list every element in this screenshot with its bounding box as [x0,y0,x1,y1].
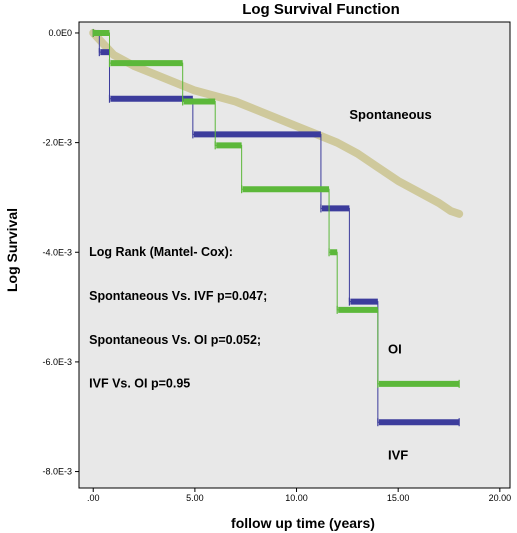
series-label-ivf: IVF [388,447,408,462]
log-rank-annotation: Spontaneous Vs. OI p=0.052; [89,333,261,347]
chart-title: Log Survival Function [242,1,400,18]
series-spontaneous-line [89,28,464,218]
x-axis: .00 5.00 10.00 15.00 20.00 [87,488,511,503]
y-tick-label: 0.0E0 [48,28,72,38]
y-tick-label: -2.0E-3 [42,138,72,148]
x-tick-label: 10.00 [285,493,308,503]
label-layer: Spontaneous OI IVF Log Rank (Mantel- Cox): S… [89,107,432,462]
y-axis: 0.0E0 -2.0E-3 -4.0E-3 -6.0E-3 -8.0E-3 [42,28,79,477]
x-tick-label: .00 [87,493,100,503]
x-tick-label: 15.00 [387,493,410,503]
y-tick-label: -8.0E-3 [42,467,72,477]
series-layer [89,28,464,427]
log-rank-annotation: Log Rank (Mantel- Cox): [89,245,233,259]
series-spontaneous [89,28,464,218]
series-label-spontaneous: Spontaneous [349,107,431,122]
y-tick-label: -6.0E-3 [42,357,72,367]
y-tick-label: -4.0E-3 [42,247,72,257]
log-rank-annotation: Spontaneous Vs. IVF p=0.047; [89,289,267,303]
x-axis-title: follow up time (years) [231,515,375,531]
x-tick-label: 20.00 [489,493,512,503]
series-label-oi: OI [388,342,402,357]
y-axis-title: Log Survival [4,208,20,292]
log-rank-annotation: IVF Vs. OI p=0.95 [89,377,190,391]
x-tick-label: 5.00 [186,493,204,503]
series-oi [92,28,460,388]
